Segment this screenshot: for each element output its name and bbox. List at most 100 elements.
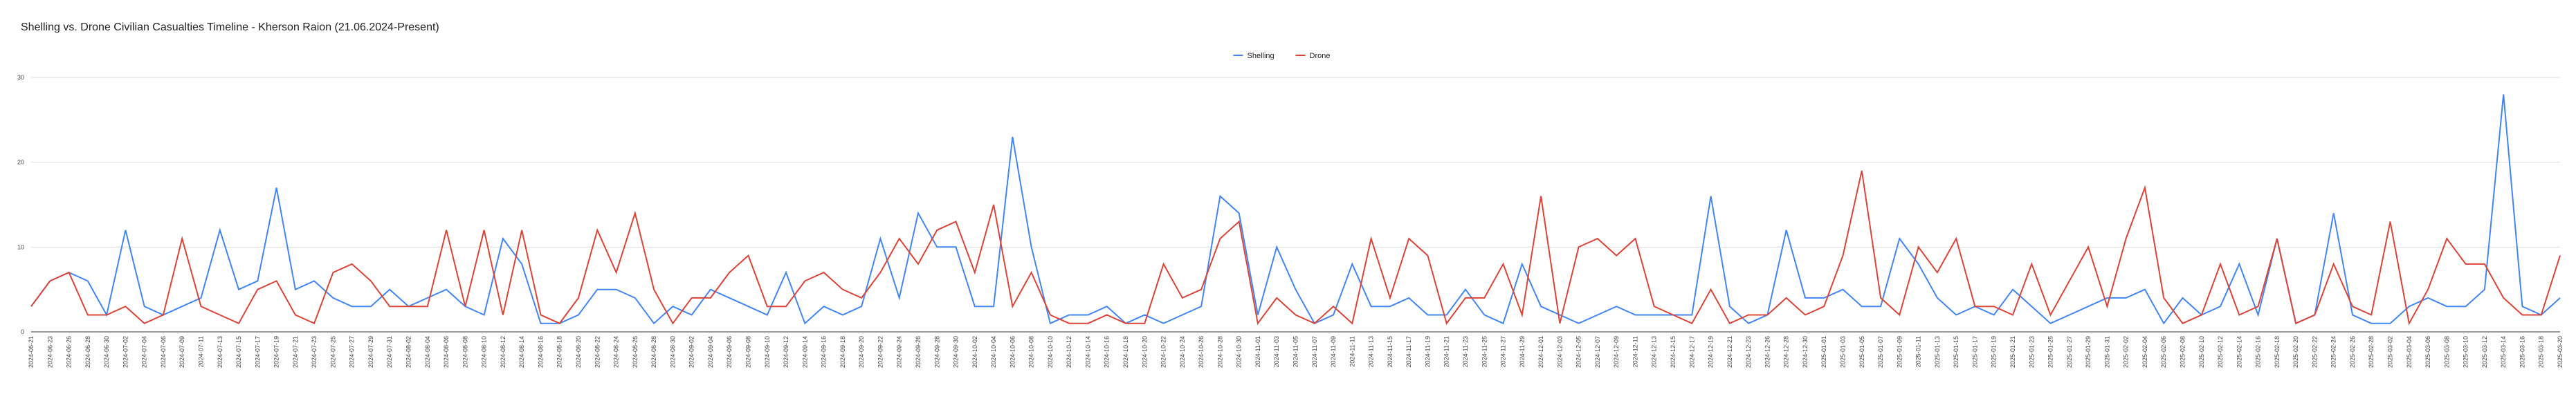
x-tick-label: 2024-08-02	[405, 336, 412, 368]
x-tick-label: 2024-11-19	[1424, 336, 1431, 367]
x-tick-label: 2025-01-03	[1840, 336, 1847, 368]
x-tick-label: 2024-10-20	[1141, 336, 1148, 368]
x-tick-label: 2024-06-30	[103, 336, 110, 368]
x-tick-label: 2025-03-02	[2387, 336, 2394, 368]
x-tick-label: 2025-02-22	[2311, 336, 2318, 368]
x-tick-label: 2024-06-28	[84, 336, 91, 368]
x-tick-label: 2024-07-02	[122, 336, 129, 368]
x-tick-label: 2024-12-05	[1575, 336, 1582, 368]
series-line	[30, 94, 2561, 325]
x-tick-label: 2025-02-26	[2349, 336, 2356, 368]
x-tick-label: 2024-10-06	[1009, 336, 1016, 368]
x-tick-label: 2024-10-04	[990, 336, 997, 368]
x-tick-label: 2024-09-10	[764, 336, 771, 368]
x-tick-label: 2024-09-28	[933, 336, 940, 368]
x-tick-label: 2025-02-16	[2255, 336, 2262, 368]
x-tick-label: 2024-09-30	[953, 336, 960, 368]
x-tick-label: 2024-08-30	[669, 336, 676, 368]
x-tick-label: 2024-10-22	[1160, 336, 1167, 368]
x-tick-label: 2024-10-12	[1066, 336, 1072, 368]
x-tick-label: 2024-08-08	[462, 336, 468, 368]
x-tick-label: 2024-07-06	[160, 336, 167, 368]
y-tick-label: 20	[17, 159, 24, 166]
legend-label: Shelling	[1248, 52, 1275, 60]
x-tick-label: 2024-12-17	[1688, 336, 1695, 368]
x-tick-label: 2024-11-15	[1387, 336, 1394, 367]
x-tick-label: 2025-02-02	[2123, 336, 2130, 368]
x-tick-label: 2024-11-13	[1368, 336, 1375, 367]
x-tick-label: 2025-03-18	[2538, 336, 2545, 368]
x-tick-label: 2025-01-25	[2047, 336, 2054, 368]
x-tick-label: 2025-02-12	[2217, 336, 2224, 368]
x-tick-label: 2024-08-22	[594, 336, 601, 368]
x-tick-label: 2024-12-13	[1651, 336, 1658, 368]
x-tick-label: 2025-01-29	[2085, 336, 2092, 368]
x-tick-label: 2024-07-31	[386, 336, 393, 368]
x-tick-label: 2024-10-26	[1198, 336, 1205, 368]
x-tick-label: 2025-03-04	[2406, 336, 2413, 368]
x-tick-label: 2025-03-12	[2481, 336, 2488, 368]
x-tick-label: 2024-11-09	[1330, 336, 1337, 367]
x-tick-label: 2025-02-20	[2292, 336, 2299, 368]
x-tick-label: 2024-08-10	[481, 336, 488, 368]
x-tick-label: 2024-06-26	[66, 336, 73, 368]
x-tick-label: 2024-08-06	[443, 336, 450, 368]
x-tick-label: 2024-09-16	[821, 336, 828, 368]
x-tick-label: 2024-08-14	[518, 336, 525, 368]
x-tick-label: 2025-03-20	[2557, 336, 2564, 368]
x-tick-label: 2025-01-15	[1953, 336, 1960, 368]
x-tick-label: 2024-07-29	[367, 336, 374, 368]
x-tick-label: 2025-02-24	[2330, 336, 2337, 368]
x-tick-label: 2024-11-05	[1292, 336, 1299, 367]
x-tick-label: 2024-07-21	[292, 336, 299, 368]
x-tick-label: 2024-10-02	[971, 336, 978, 368]
x-tick-label: 2024-08-12	[500, 336, 506, 368]
x-tick-label: 2025-03-08	[2443, 336, 2450, 368]
x-tick-label: 2024-11-07	[1311, 336, 1318, 367]
x-tick-label: 2024-08-18	[556, 336, 563, 368]
x-tick-label: 2025-01-01	[1820, 336, 1827, 368]
x-tick-label: 2024-07-13	[217, 336, 223, 368]
x-tick-label: 2024-10-14	[1084, 336, 1091, 368]
x-tick-label: 2025-03-10	[2463, 336, 2469, 368]
x-tick-label: 2024-09-24	[896, 336, 903, 368]
x-tick-label: 2024-10-18	[1122, 336, 1129, 368]
chart-title: Shelling vs. Drone Civilian Casualties T…	[21, 21, 439, 33]
x-tick-label: 2024-07-25	[329, 336, 336, 368]
x-tick-label: 2024-12-26	[1764, 336, 1771, 368]
x-tick-label: 2025-01-09	[1896, 336, 1903, 368]
x-tick-label: 2024-11-23	[1462, 336, 1469, 367]
x-tick-label: 2024-12-23	[1745, 336, 1752, 368]
x-tick-label: 2024-07-15	[235, 336, 242, 368]
x-tick-label: 2025-02-18	[2274, 336, 2281, 368]
x-tick-label: 2024-10-28	[1216, 336, 1223, 368]
x-tick-label: 2024-12-19	[1708, 336, 1715, 368]
x-tick-label: 2024-09-14	[801, 336, 808, 368]
x-tick-label: 2024-11-11	[1349, 336, 1355, 367]
x-tick-label: 2025-02-28	[2368, 336, 2375, 368]
x-tick-label: 2024-09-04	[707, 336, 714, 368]
x-tick-label: 2024-11-29	[1519, 336, 1526, 367]
x-tick-label: 2024-08-04	[424, 336, 431, 368]
x-tick-label: 2024-07-11	[197, 336, 204, 367]
y-tick-label: 10	[17, 243, 24, 250]
x-tick-label: 2024-09-06	[726, 336, 733, 368]
x-tick-label: 2025-03-06	[2424, 336, 2431, 368]
x-tick-label: 2025-01-23	[2028, 336, 2035, 368]
x-tick-label: 2024-10-16	[1104, 336, 1111, 368]
x-tick-label: 2024-07-09	[179, 336, 185, 368]
y-tick-label: 30	[17, 74, 24, 81]
x-tick-label: 2024-10-24	[1179, 336, 1186, 368]
x-tick-label: 2024-11-01	[1254, 336, 1261, 367]
x-tick-label: 2025-03-14	[2500, 336, 2507, 368]
x-tick-label: 2024-08-16	[537, 336, 544, 368]
series-line	[30, 170, 2561, 326]
x-tick-label: 2024-07-04	[141, 336, 148, 368]
x-tick-label: 2024-08-24	[613, 336, 620, 368]
x-tick-label: 2025-01-17	[1971, 336, 1978, 368]
x-tick-label: 2025-01-07	[1877, 336, 1884, 368]
x-tick-label: 2025-02-04	[2141, 336, 2148, 368]
x-tick-label: 2024-10-08	[1028, 336, 1035, 368]
x-tick-label: 2024-07-27	[349, 336, 356, 368]
x-tick-label: 2025-02-08	[2179, 336, 2186, 368]
